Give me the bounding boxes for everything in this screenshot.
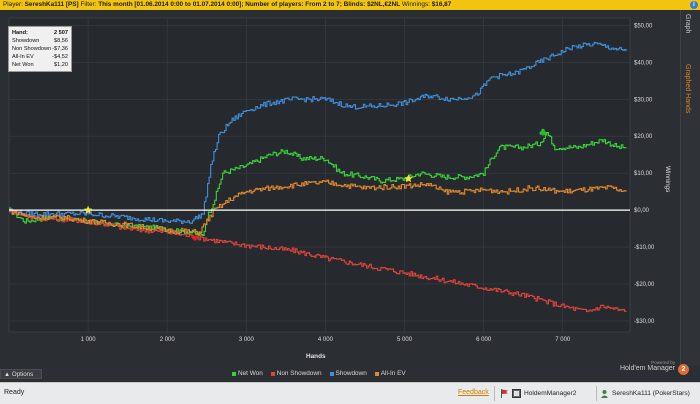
status-separator [494, 386, 495, 401]
chevron-up-icon: ▲ [4, 371, 11, 378]
hand-stats-tooltip: Hand: 2 507 Showdown $8,56 Non Showdown -$7… [8, 26, 72, 72]
options-toggle[interactable]: ▲ Options [0, 369, 42, 379]
stats-row-non-showdown: Non Showdown -$7,36 [12, 46, 68, 52]
status-bar: Ready Feedback HoldemManager2 SereshKa11… [0, 382, 700, 404]
y-tick-label: -$20,00 [634, 282, 655, 288]
club-marker-icon [539, 131, 543, 135]
plot-background [8, 17, 631, 333]
hem2-branding: Powered by Hold'em Manager 2 [619, 360, 689, 375]
brand-name: Hold'em Manager [619, 365, 675, 372]
heart-marker-icon [191, 235, 199, 242]
winnings-value: $16,87 [431, 1, 452, 8]
y-tick-label: $40,00 [634, 60, 653, 66]
flag-icon [500, 389, 509, 398]
powered-by-text: Powered by [651, 360, 675, 365]
stats-row-all-in-ev: All-In EV -$4,52 [12, 54, 68, 60]
x-tick-label: 6 000 [476, 337, 492, 343]
legend-item-net-won[interactable]: Net Won [232, 370, 263, 377]
x-tick-label: 7 000 [555, 337, 571, 343]
user-icon [600, 389, 609, 398]
series-line-showdown [9, 41, 627, 225]
x-tick-label: 3 000 [239, 337, 255, 343]
x-tick-label: 1 000 [81, 337, 97, 343]
stats-row-net-won: Net Won $1,20 [12, 62, 68, 68]
legend-item-showdown[interactable]: Showdown [329, 370, 367, 377]
y-tick-label: $10,00 [634, 171, 653, 177]
x-tick-label: 5 000 [397, 337, 413, 343]
star-marker-icon [83, 205, 93, 214]
club-marker-icon [542, 131, 547, 135]
x-tick-label: 2 000 [160, 337, 176, 343]
x-axis-title: Hands [306, 353, 326, 360]
y-tick-label: $20,00 [634, 134, 653, 140]
winnings-chart: $50,00 $40,00 $30,00 $20,00 $10,00 $0,00 -$10,… [8, 17, 655, 343]
tab-graphed-hands[interactable]: Graphed Hands [684, 64, 691, 114]
filter-label: Filter: [80, 1, 97, 8]
y-tick-label: -$30,00 [634, 319, 655, 325]
winnings-label: Winnings: [401, 1, 430, 8]
legend-swatch [374, 371, 379, 376]
y-tick-label: $0,00 [634, 208, 650, 214]
stats-row-hand: Hand: 2 507 [12, 30, 68, 36]
graph-panel: $50,00 $40,00 $30,00 $20,00 $10,00 $0,00 -$10,… [0, 10, 680, 366]
profile-name: SereshKa111 (PokerStars) [612, 390, 690, 397]
app-icon [512, 389, 521, 398]
feedback-link[interactable]: Feedback [458, 389, 489, 396]
club-marker-icon [541, 128, 545, 133]
y-tick-label: $50,00 [634, 23, 653, 29]
legend-item-non-showdown[interactable]: Non Showdown [270, 370, 322, 377]
x-tick-label: 4 000 [318, 337, 334, 343]
view-tabs: Graph Graphed Hands [680, 10, 700, 366]
chart-legend: Net Won Non Showdown Showdown All-In EV [232, 370, 406, 377]
series-line-all-in-ev [9, 179, 627, 236]
filter-text: This month [01.06.2014 0:00 to 01.07.201… [98, 1, 401, 8]
y-axis-title: Winnings [664, 166, 671, 193]
stats-row-showdown: Showdown $8,56 [12, 38, 68, 44]
legend-swatch [232, 371, 236, 376]
app-name: HoldemManager2 [524, 390, 577, 397]
status-separator [596, 386, 597, 401]
hem2-logo-icon: 2 [678, 364, 689, 375]
y-tick-label: -$10,00 [634, 245, 655, 251]
legend-swatch [270, 371, 275, 376]
profile-indicator[interactable]: SereshKa111 (PokerStars) [600, 386, 690, 401]
info-icon[interactable]: i [690, 1, 698, 9]
tab-graph[interactable]: Graph [684, 14, 691, 34]
filter-bar: Player: SereshKa111 [PS] Filter: This mo… [0, 0, 700, 10]
options-label: Options [11, 371, 34, 378]
legend-swatch [329, 371, 334, 376]
player-name: SereshKa111 [PS] [24, 1, 79, 8]
club-marker-icon [542, 132, 544, 137]
star-marker-icon [404, 174, 413, 183]
status-text: Ready [4, 389, 25, 396]
y-tick-label: $30,00 [634, 97, 653, 103]
legend-item-all-in-ev[interactable]: All-In EV [374, 370, 406, 377]
app-indicator[interactable]: HoldemManager2 [500, 386, 576, 401]
player-label: Player: [3, 1, 23, 8]
